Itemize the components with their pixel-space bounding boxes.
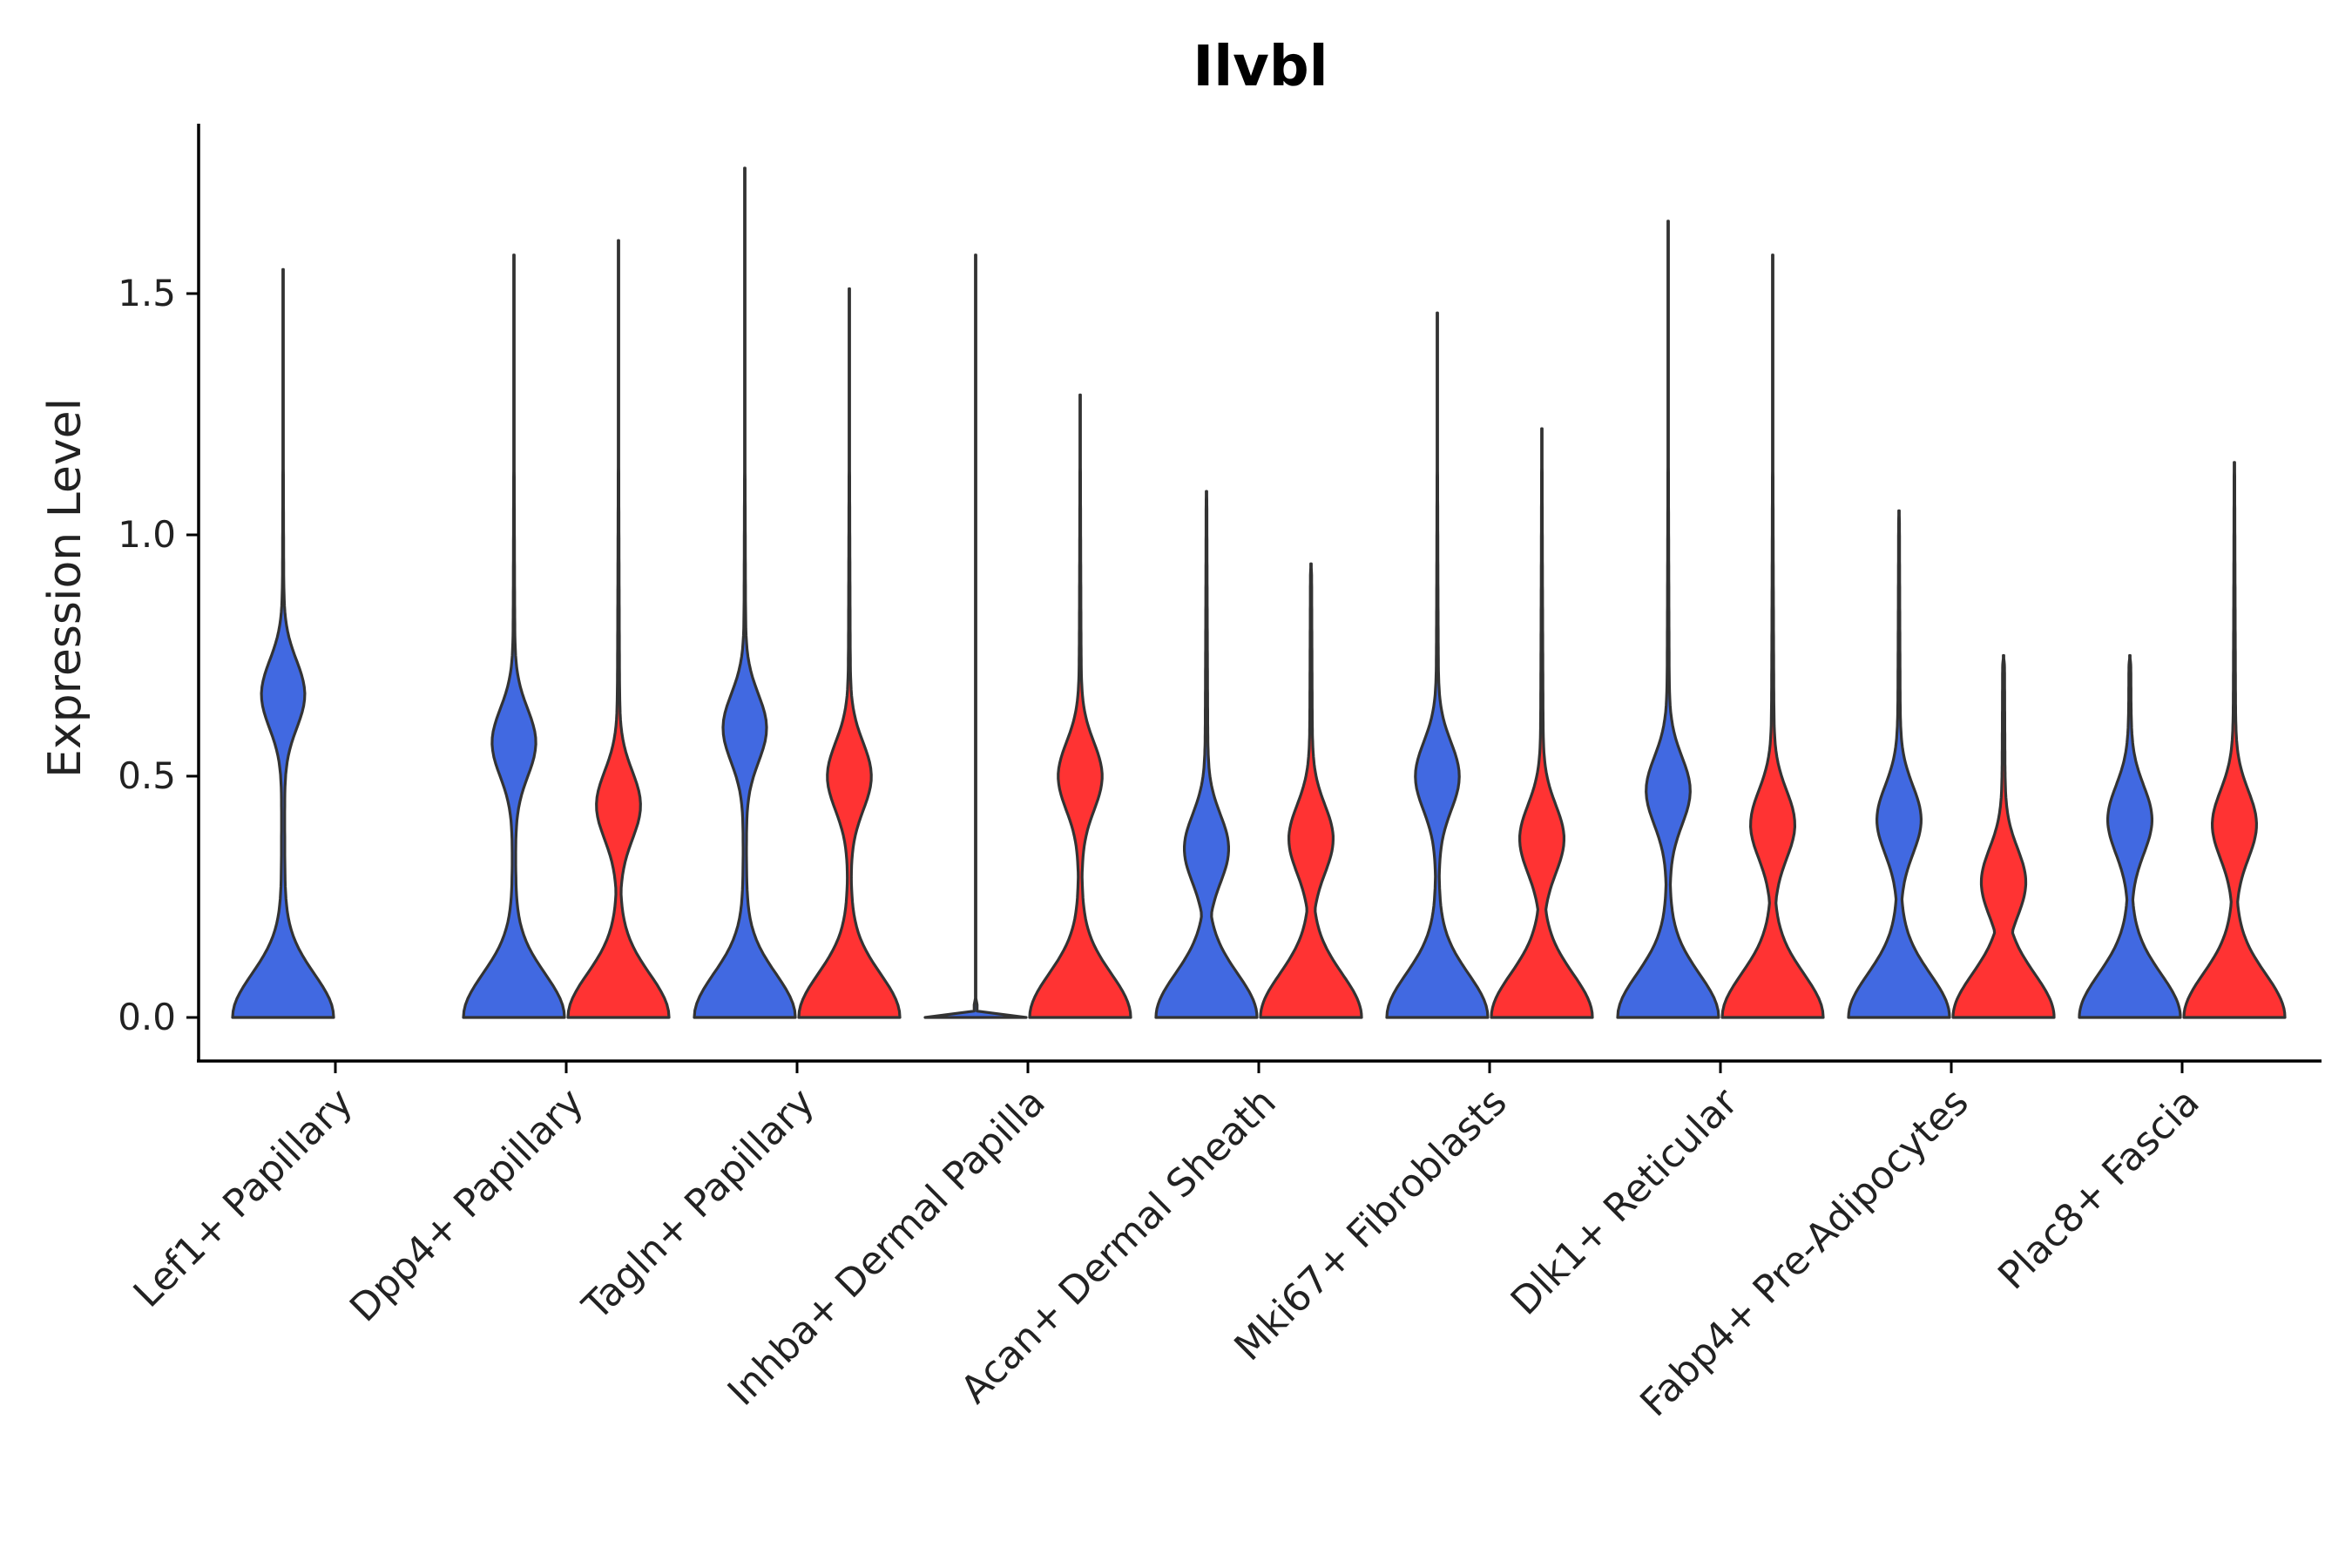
violin-lef1-papillary-group-blue (231, 267, 335, 1019)
x-tick-label: Dlk1+ Reticular (1503, 1079, 1747, 1324)
violin-plac8-fascia-group-blue (2078, 653, 2182, 1019)
violin-acan-dermal-sheath-group-red (1259, 562, 1363, 1019)
violin-mki67-fibroblasts-group-blue (1385, 311, 1490, 1019)
y-tick-label: 1.5 (118, 272, 176, 314)
violin-dpp4-papillary-group-blue (462, 253, 566, 1019)
y-axis-label: Expression Level (39, 398, 91, 778)
violin-dlk1-reticular-group-red (1720, 253, 1825, 1019)
violin-inhba-dermal-papilla-group-blue (923, 253, 1028, 1019)
violin-fabp4-pre-adipocytes-group-blue (1847, 509, 1951, 1019)
y-ticks: 0.0 0.5 1.0 1.5 (118, 272, 199, 1038)
x-tick-label: Dpp4+ Papillary (341, 1080, 592, 1331)
violin-dpp4-papillary-group-red (566, 239, 671, 1019)
x-tick-label: Lef1+ Papillary (125, 1080, 362, 1316)
violin-plac8-fascia-group-red (2182, 461, 2287, 1019)
violin-mki67-fibroblasts-group-red (1490, 427, 1594, 1019)
violin-dlk1-reticular-group-blue (1616, 220, 1720, 1019)
y-tick-label: 0.0 (118, 996, 176, 1038)
chart-title: Ilvbl (1193, 35, 1328, 99)
y-tick-label: 1.0 (118, 513, 176, 556)
y-tick-label: 0.5 (118, 754, 176, 797)
violin-tagln-papillary-group-red (797, 287, 902, 1019)
violin-group (231, 166, 2287, 1019)
violin-acan-dermal-sheath-group-blue (1154, 490, 1259, 1019)
x-tick-label: Tagln+ Papillary (574, 1080, 823, 1329)
violin-fabp4-pre-adipocytes-group-red (1951, 653, 2056, 1019)
x-tick-label: Plac8+ Fascia (1990, 1080, 2208, 1299)
violin-inhba-dermal-papilla-group-red (1028, 393, 1132, 1019)
violin-tagln-papillary-group-blue (693, 166, 797, 1019)
